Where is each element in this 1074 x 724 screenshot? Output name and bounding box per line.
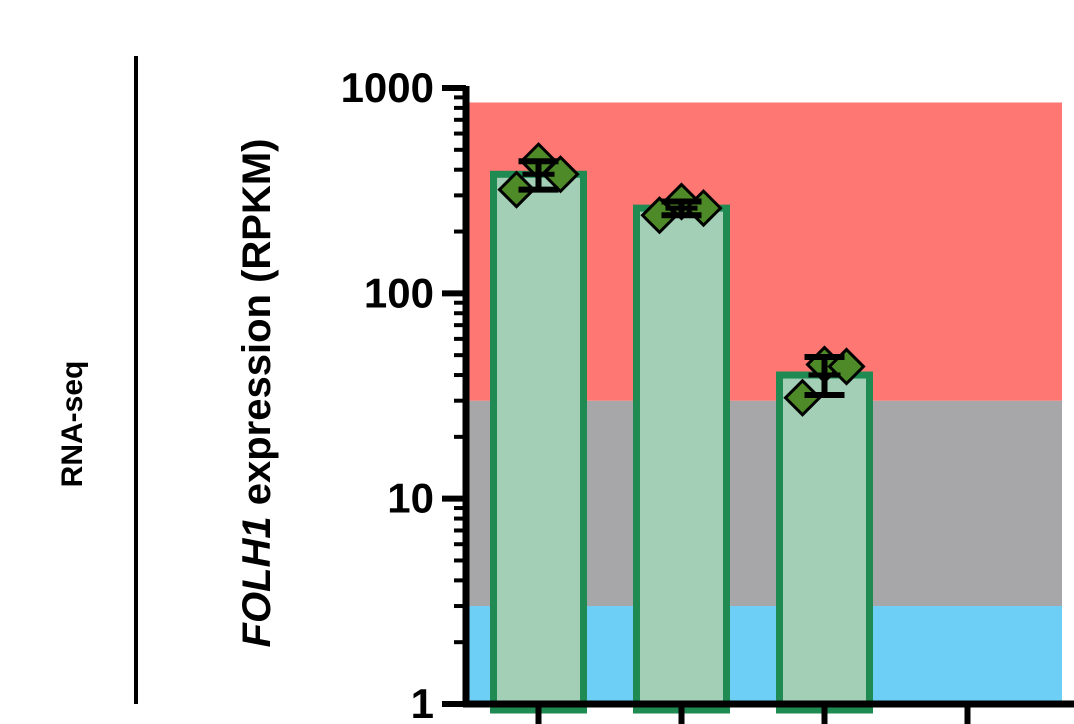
y-axis-label-gene: FOLH1	[235, 516, 279, 647]
y-tick-label: 1000	[341, 64, 434, 111]
side-label: RNA-seq	[56, 361, 89, 488]
data-point-1-1	[497, 170, 536, 209]
y-tick-label: 10	[387, 475, 434, 522]
bar-2	[633, 204, 730, 714]
y-axis-label: FOLH1 expression (RPKM)	[235, 139, 279, 648]
bar-1	[490, 170, 587, 714]
y-tick-label: 1	[411, 680, 434, 724]
bar-3	[776, 371, 873, 714]
data-point-1-3	[541, 155, 580, 194]
error-bars	[518, 158, 845, 398]
y-axis-label-unit: expression (RPKM)	[235, 139, 279, 517]
y-tick-labels: 1 10 100 1000	[341, 64, 434, 724]
axes	[442, 85, 1074, 724]
y-tick-label: 100	[364, 269, 434, 316]
